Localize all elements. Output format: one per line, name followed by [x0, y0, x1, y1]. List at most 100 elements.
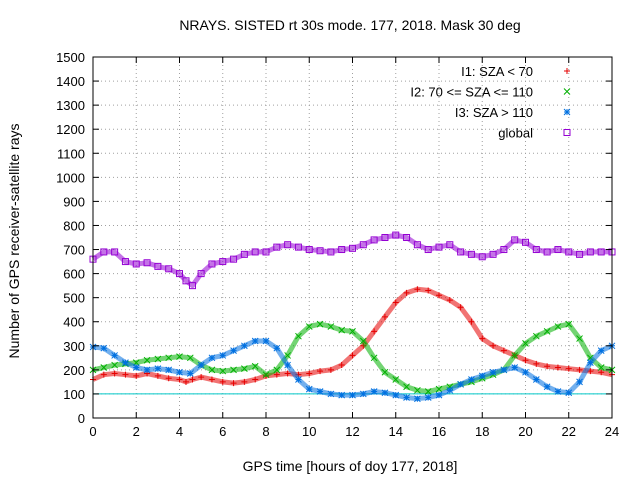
data-point	[489, 368, 497, 376]
data-point	[165, 265, 173, 273]
data-point	[381, 368, 389, 376]
data-point	[424, 246, 432, 254]
data-point	[543, 248, 551, 256]
data-point	[251, 337, 259, 345]
data-point	[576, 378, 583, 386]
data-point	[100, 248, 108, 256]
data-point	[457, 248, 465, 256]
data-point	[143, 366, 151, 374]
data-point	[565, 389, 573, 397]
data-point	[522, 368, 529, 376]
legend-marker	[563, 88, 571, 95]
legend-marker	[564, 68, 570, 74]
legend-label: I1: SZA < 70	[461, 64, 533, 79]
legend-marker	[563, 129, 571, 136]
data-point	[208, 376, 215, 383]
x-tick-label: 10	[302, 424, 316, 439]
data-point	[176, 270, 183, 278]
data-point	[188, 282, 196, 290]
data-point	[392, 299, 399, 306]
data-point	[219, 378, 226, 385]
data-point	[273, 366, 281, 374]
data-point	[435, 385, 443, 393]
data-point	[424, 394, 432, 401]
data-point	[392, 231, 400, 239]
data-point	[295, 376, 302, 383]
x-tick-label: 16	[432, 424, 446, 439]
data-point	[305, 246, 313, 254]
data-point	[349, 328, 356, 335]
data-point	[165, 354, 173, 362]
legend: I1: SZA < 70 I2: 70 <= SZA <= 110 I3: SZA …	[410, 64, 571, 141]
y-tick-label: 400	[63, 315, 85, 330]
data-point	[414, 395, 421, 403]
data-point	[424, 388, 432, 395]
data-point	[522, 357, 529, 364]
data-point	[554, 388, 562, 395]
legend-label: I3: SZA > 110	[455, 105, 533, 120]
data-point	[111, 352, 118, 359]
data-point	[143, 356, 151, 364]
data-point	[467, 250, 475, 258]
x-tick-label: 22	[562, 424, 576, 439]
data-point	[176, 353, 183, 360]
data-point	[586, 248, 594, 256]
data-point	[554, 364, 561, 371]
data-point	[370, 354, 378, 362]
data-point	[576, 250, 584, 258]
data-point	[359, 241, 367, 249]
data-point	[349, 352, 356, 359]
data-point	[587, 359, 594, 367]
data-point	[111, 370, 118, 377]
data-point	[143, 259, 151, 267]
data-point	[359, 390, 367, 398]
data-point	[478, 253, 486, 261]
data-point	[413, 241, 421, 249]
data-point	[500, 347, 507, 354]
y-tick-label: 900	[63, 194, 85, 209]
data-point	[349, 244, 356, 252]
data-point	[511, 364, 519, 371]
chart-title: NRAYS. SISTED rt 30s mode. 177, 2018. Ma…	[179, 17, 520, 33]
data-point	[403, 234, 411, 241]
x-tick-label: 2	[133, 424, 140, 439]
data-point	[403, 289, 410, 296]
data-point	[100, 364, 108, 371]
data-point	[241, 342, 248, 350]
data-point	[198, 374, 205, 381]
x-axis-label: GPS time [hours of doy 177, 2018]	[243, 458, 458, 474]
data-point	[511, 236, 519, 244]
legend-marker	[563, 108, 571, 116]
data-point	[403, 394, 410, 401]
data-point	[219, 352, 227, 359]
y-tick-label: 1200	[56, 122, 85, 137]
data-point	[598, 369, 605, 376]
data-point	[479, 335, 486, 342]
data-point	[208, 354, 216, 362]
data-point	[522, 238, 529, 246]
data-point	[306, 370, 313, 377]
data-point	[208, 260, 216, 268]
data-point	[327, 390, 335, 398]
data-point	[414, 386, 421, 394]
data-point	[262, 371, 270, 379]
data-point	[554, 246, 562, 254]
data-point	[132, 364, 140, 371]
data-point	[294, 243, 302, 251]
data-point	[468, 318, 475, 325]
data-point	[371, 328, 378, 335]
data-point	[435, 243, 443, 251]
data-point	[305, 385, 313, 393]
data-point	[435, 391, 443, 399]
data-point	[182, 277, 190, 285]
y-tick-label: 700	[63, 243, 85, 258]
legend-label: global	[498, 126, 533, 141]
data-point	[122, 371, 129, 378]
x-tick-label: 14	[389, 424, 403, 439]
data-point	[230, 255, 238, 263]
data-point	[154, 355, 162, 363]
y-axis-label: Number of GPS receiver-satellite rays	[6, 124, 22, 359]
data-point	[478, 372, 486, 380]
data-point	[111, 361, 118, 369]
